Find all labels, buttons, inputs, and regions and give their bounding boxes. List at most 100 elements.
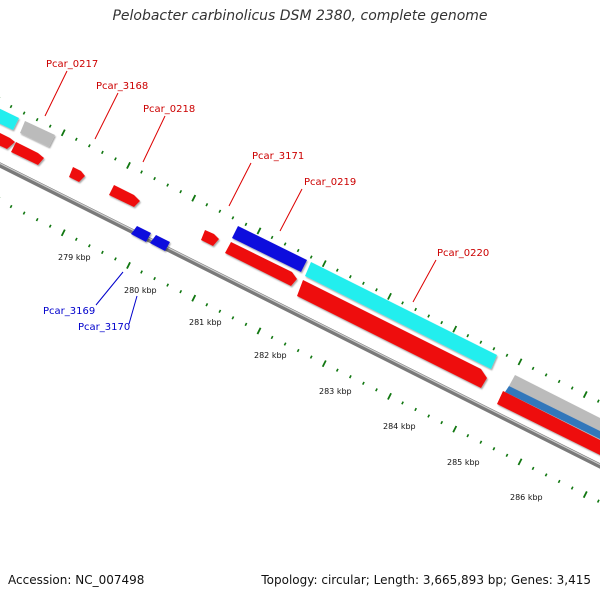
bottom-row-tick [101, 250, 104, 255]
genome-backbone [0, 162, 600, 469]
top-row-tick [362, 281, 365, 285]
axis-label-282: 282 kbp [254, 351, 287, 360]
top-row-tick [321, 260, 327, 268]
gene-red-under-0220[interactable] [297, 280, 487, 388]
leader-pcar-3171 [228, 162, 252, 207]
bottom-row-tick [321, 360, 327, 368]
bottom-row-tick [452, 425, 458, 433]
bottom-row-tick [48, 224, 52, 228]
gene-pcar-3171[interactable] [201, 230, 219, 246]
bottom-row-tick [309, 355, 313, 359]
gene-pcar-3169[interactable] [131, 226, 151, 242]
bottom-row-tick [375, 388, 378, 392]
bottom-row-tick [466, 433, 470, 438]
bottom-row-tick [140, 270, 143, 274]
top-row-tick [60, 129, 66, 137]
axis-label-286: 286 kbp [510, 493, 543, 502]
gene-pcar-0219[interactable] [232, 226, 307, 272]
top-row-tick [296, 248, 300, 253]
gene-red-right[interactable] [497, 391, 600, 460]
top-row-tick [283, 242, 287, 246]
top-row-tick [517, 358, 523, 366]
top-row-tick [153, 176, 156, 181]
bottom-row-tick [191, 294, 197, 302]
gene-pcar-0218[interactable] [69, 167, 85, 182]
genome-backbone-highlight [0, 162, 600, 466]
bottom-row-tick [517, 458, 523, 466]
top-row-tick [387, 292, 392, 300]
leader-pcar-0218 [142, 115, 166, 163]
bottom-row-tick [218, 309, 222, 313]
gene-steel-right[interactable] [505, 386, 600, 444]
top-row-tick [191, 194, 197, 202]
gene-features [0, 104, 600, 460]
bottom-row-tick [335, 368, 339, 372]
top-row-tick [452, 325, 458, 333]
top-row-tick [140, 170, 143, 174]
top-row-tick [466, 333, 470, 338]
gene-cds-cyan-left[interactable] [0, 104, 19, 130]
bottom-row-tick [35, 217, 39, 222]
gene-red-mid[interactable] [109, 185, 140, 207]
axis-label-280: 280 kbp [124, 286, 157, 295]
gene-pcar-0217[interactable] [20, 121, 55, 147]
top-row-tick [35, 117, 39, 122]
top-row-tick [479, 340, 483, 344]
bottom-row-tick [414, 407, 417, 412]
gene-red-under-0219[interactable] [225, 242, 297, 286]
bottom-row-tick [153, 276, 156, 281]
gene-label-pcar-3168[interactable]: Pcar_3168 [96, 81, 148, 92]
bottom-row-tick [22, 211, 26, 215]
gene-label-pcar-3171[interactable]: Pcar_3171 [252, 151, 304, 162]
top-row-tick [544, 373, 548, 377]
bottom-row-tick [126, 261, 131, 269]
bottom-row-tick [256, 327, 262, 335]
gene-red-left-1[interactable] [0, 128, 15, 149]
gene-pcar-0220[interactable] [305, 262, 497, 369]
bottom-row-tick [582, 491, 588, 499]
axis-label-281: 281 kbp [189, 318, 222, 327]
top-row-tick [309, 255, 313, 259]
top-row-tick [256, 227, 262, 235]
bottom-row-tick [283, 342, 287, 346]
top-row-tick [126, 161, 131, 169]
bottom-row-tick [205, 303, 209, 307]
gene-label-pcar-0217[interactable]: Pcar_0217 [46, 59, 98, 70]
top-row-tick [166, 183, 170, 187]
bottom-row-tick [9, 204, 13, 209]
gene-label-pcar-0219[interactable]: Pcar_0219 [304, 177, 356, 188]
bottom-row-tick [60, 229, 66, 237]
gene-label-pcar-3169[interactable]: Pcar_3169 [43, 306, 95, 317]
genome-title: Pelobacter carbinolicus DSM 2380, comple… [112, 8, 488, 24]
bottom-row-tick [74, 237, 78, 241]
bottom-row-tick [179, 289, 183, 294]
gene-gray-right[interactable] [509, 375, 600, 436]
label-leaders-bottom [95, 271, 138, 325]
bottom-row-tick [166, 283, 170, 287]
axis-label-285: 285 kbp [447, 458, 480, 467]
bottom-row-tick [87, 244, 91, 248]
gene-pcar-3170[interactable] [150, 235, 170, 251]
top-row-tick [74, 137, 78, 141]
gene-label-pcar-0218[interactable]: Pcar_0218 [143, 104, 195, 115]
gene-pcar-3168[interactable] [11, 142, 44, 165]
gene-label-pcar-0220[interactable]: Pcar_0220 [437, 248, 489, 259]
bottom-row-tick [244, 322, 248, 327]
top-row-tick [505, 353, 509, 357]
bottom-row-tick [270, 335, 274, 340]
leader-pcar-3168 [94, 92, 119, 140]
bottom-row-tick [231, 316, 235, 320]
top-row-tick [557, 379, 561, 384]
bottom-row-tick [596, 499, 600, 503]
top-row-tick [375, 288, 378, 292]
top-row-tick [179, 189, 183, 194]
bottom-row-tick [544, 473, 548, 477]
bottom-row-tick [296, 348, 300, 353]
top-row-tick [427, 314, 431, 318]
gene-label-pcar-3170[interactable]: Pcar_3170 [78, 322, 130, 333]
leader-pcar-3170 [128, 295, 138, 325]
bottom-row-tick [570, 486, 574, 490]
top-row-tick [48, 124, 52, 128]
bottom-row-tick [440, 420, 444, 425]
top-row-tick [348, 275, 352, 279]
